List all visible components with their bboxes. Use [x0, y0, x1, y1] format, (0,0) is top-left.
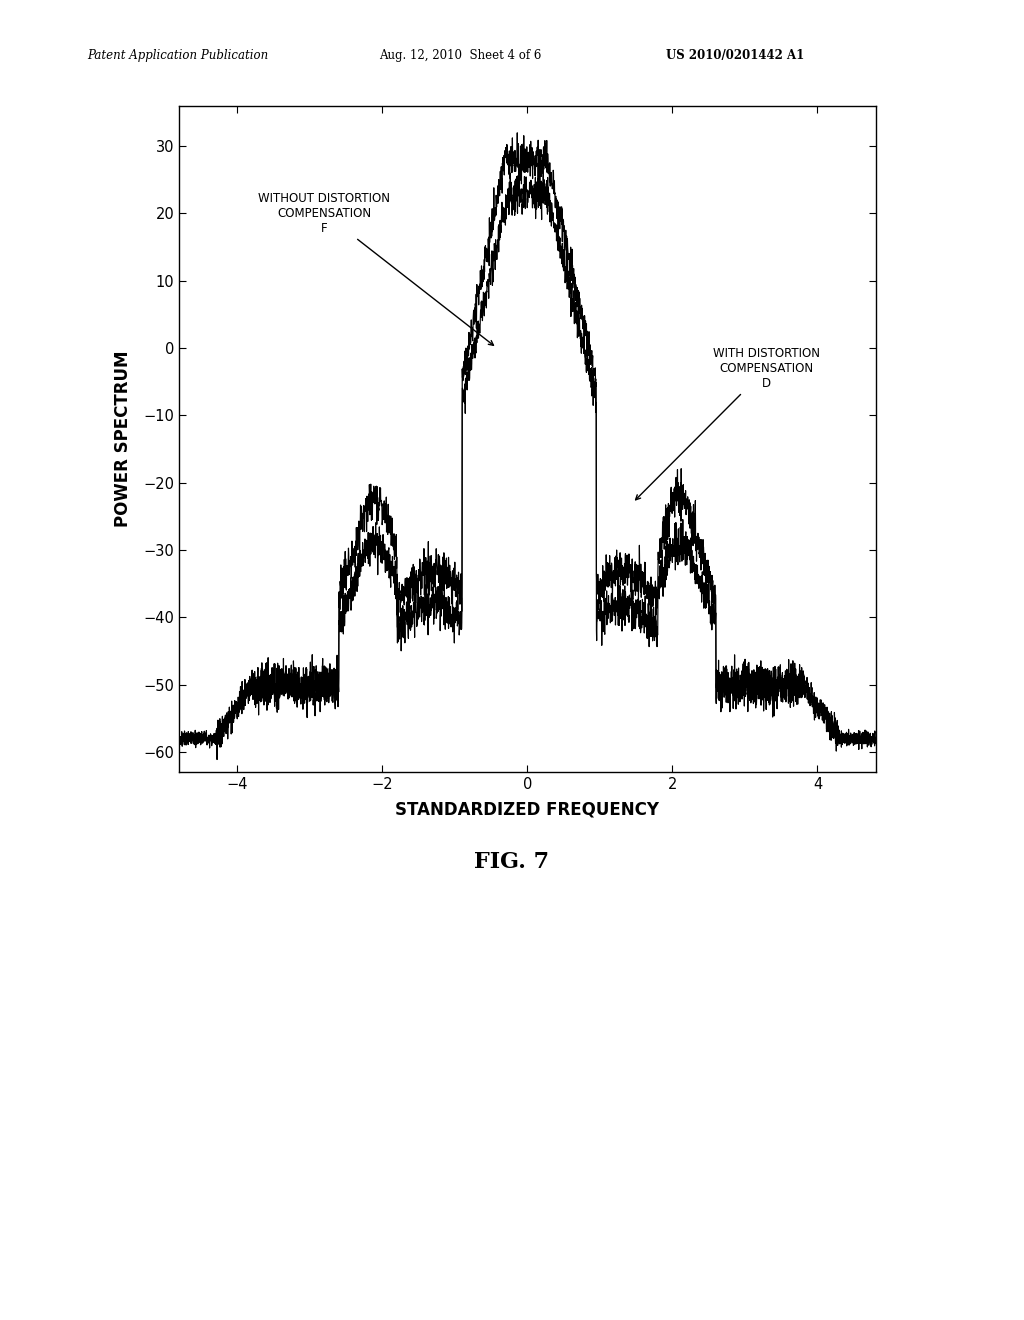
- Y-axis label: POWER SPECTRUM: POWER SPECTRUM: [115, 351, 132, 527]
- Text: Patent Application Publication: Patent Application Publication: [87, 49, 268, 62]
- X-axis label: STANDARDIZED FREQUENCY: STANDARDIZED FREQUENCY: [395, 800, 659, 818]
- Text: WITHOUT DISTORTION
COMPENSATION
F: WITHOUT DISTORTION COMPENSATION F: [258, 191, 494, 346]
- Text: FIG. 7: FIG. 7: [474, 851, 550, 874]
- Text: WITH DISTORTION
COMPENSATION
D: WITH DISTORTION COMPENSATION D: [636, 347, 820, 500]
- Text: Aug. 12, 2010  Sheet 4 of 6: Aug. 12, 2010 Sheet 4 of 6: [379, 49, 542, 62]
- Text: US 2010/0201442 A1: US 2010/0201442 A1: [666, 49, 804, 62]
